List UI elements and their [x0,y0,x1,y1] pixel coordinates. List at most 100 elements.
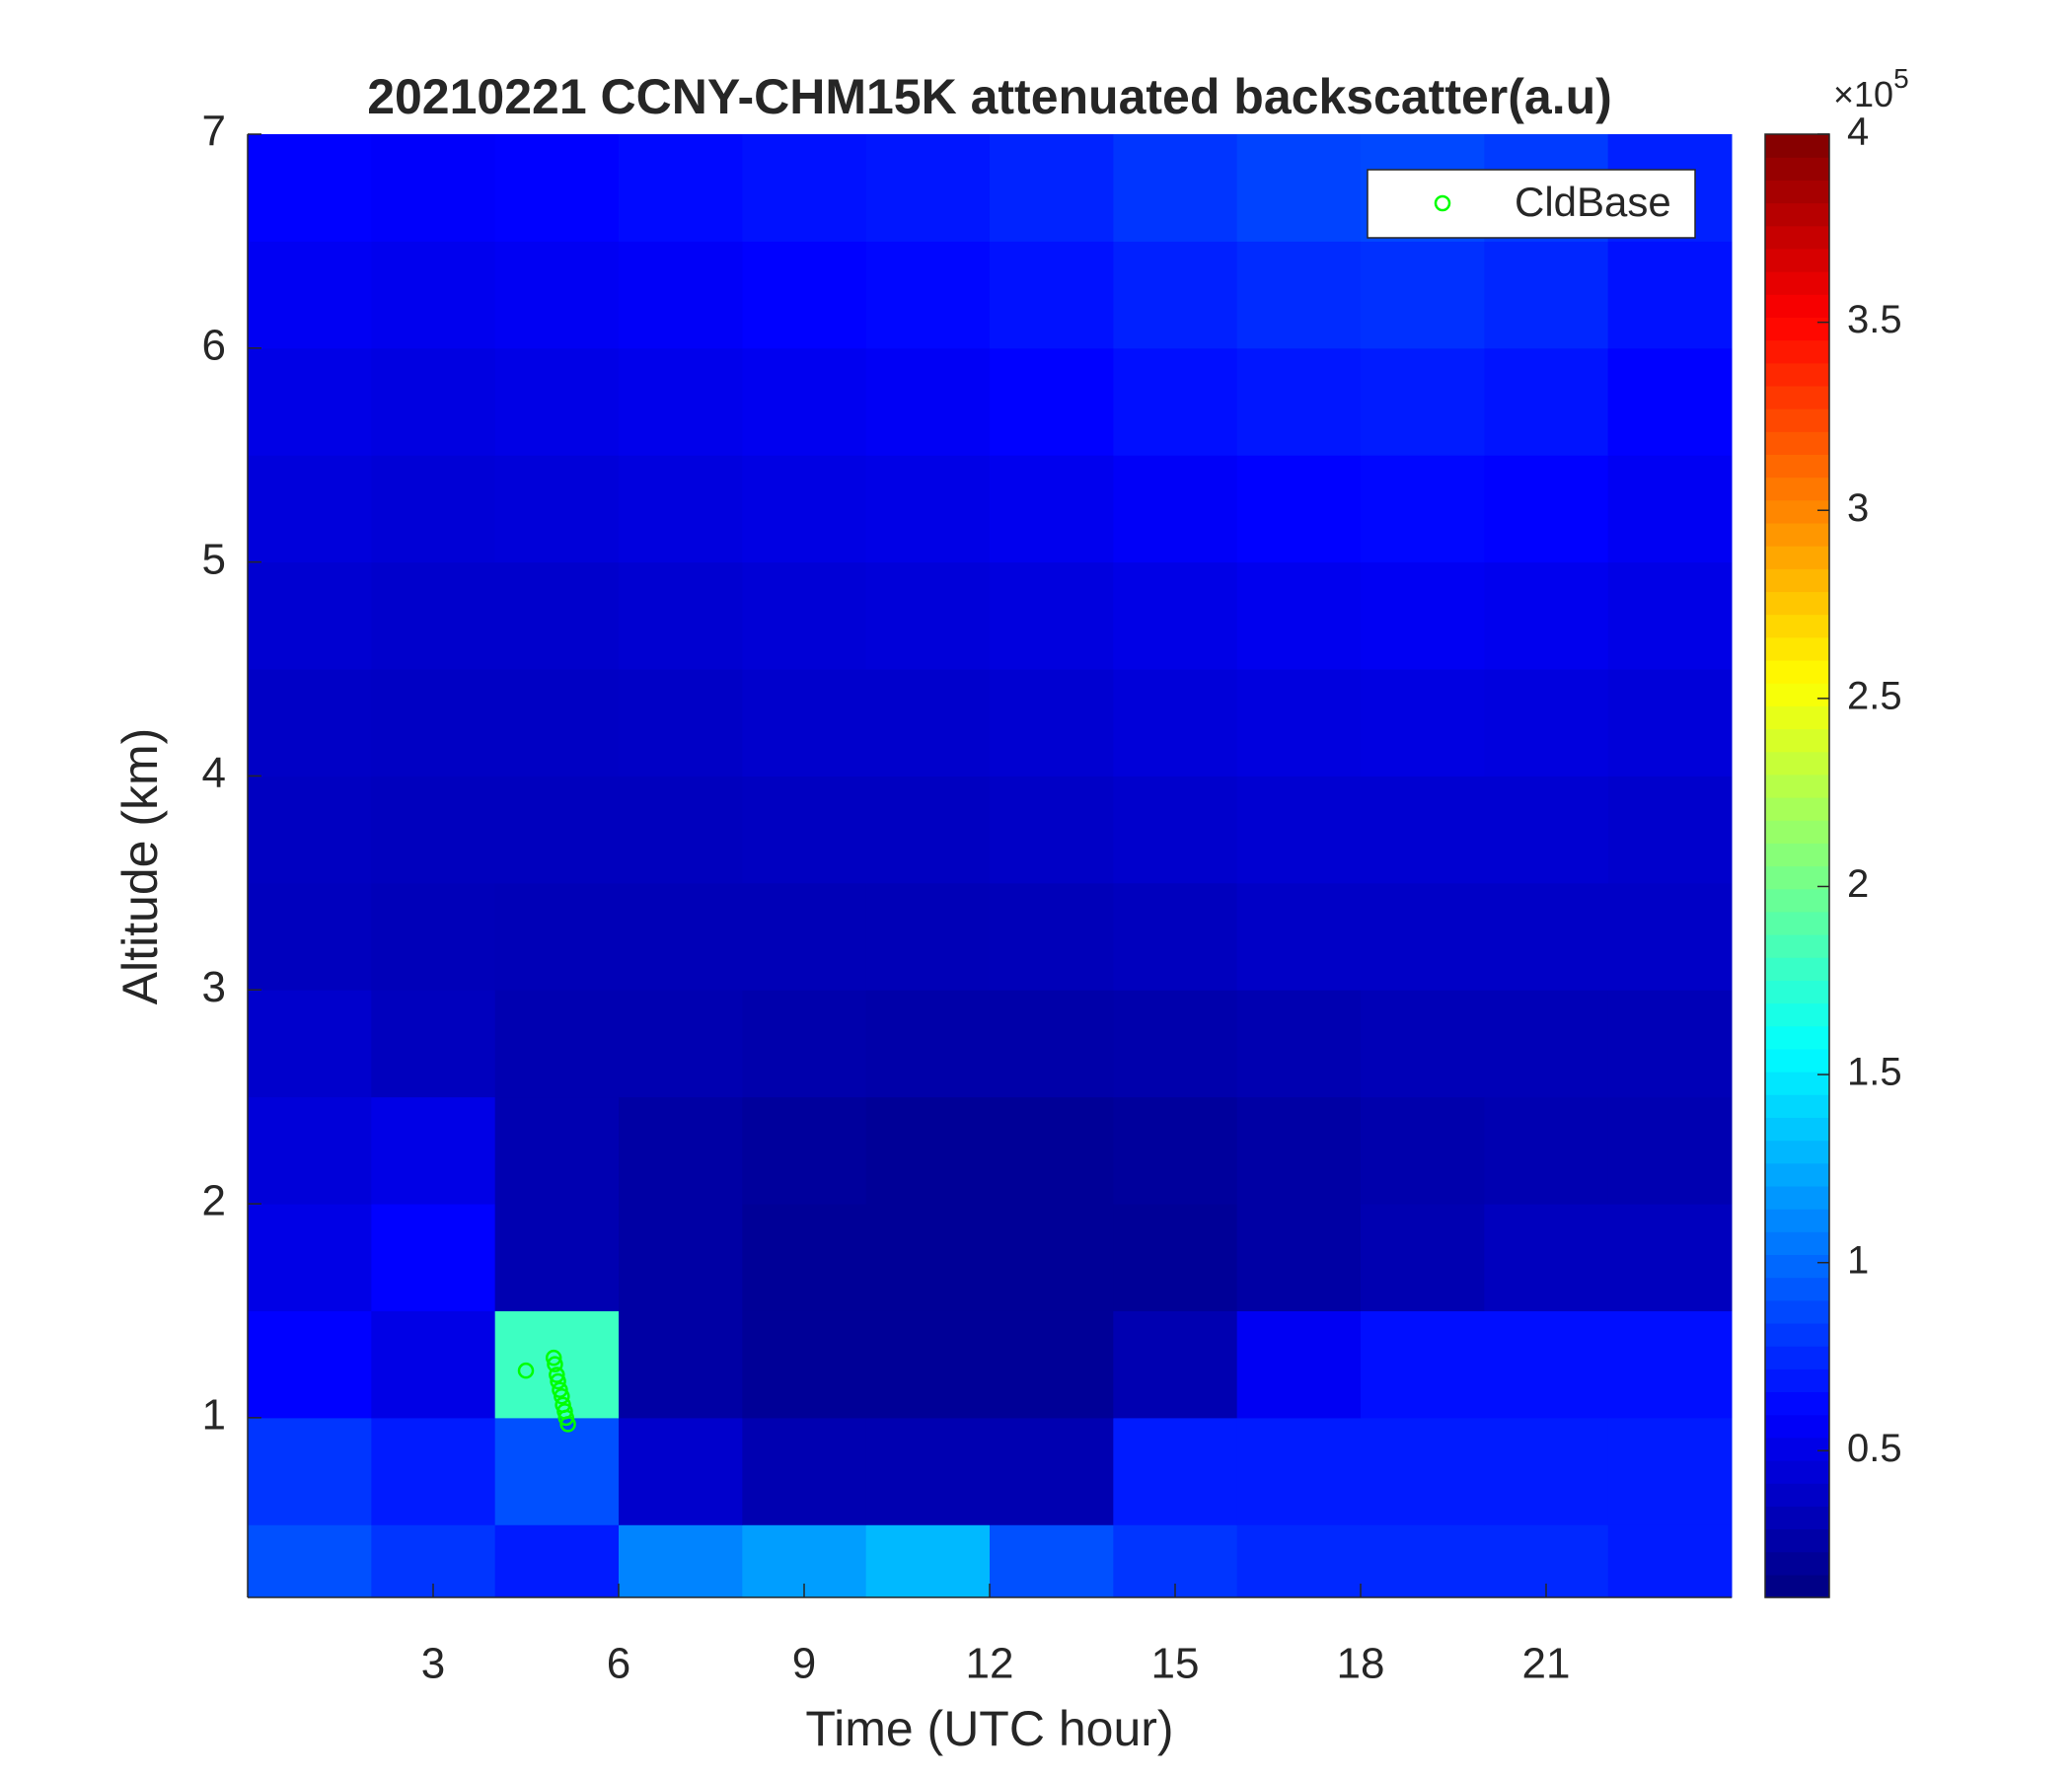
colorbar-segment [1765,796,1829,821]
heatmap-cell [619,1524,743,1598]
colorbar-segment [1765,1117,1829,1142]
colorbar-segment [1765,659,1829,684]
colorbar-segment [1765,134,1829,158]
heatmap-cell [619,134,743,242]
colorbar-segment [1765,225,1829,250]
heatmap-cell [1113,1096,1238,1205]
colorbar-segment [1765,499,1829,524]
colorbar-segment [1765,1369,1829,1393]
heatmap-cell [1607,776,1733,884]
heatmap-cell [1113,561,1238,670]
heatmap-cell [248,1524,372,1598]
heatmap-cell [865,882,991,991]
heatmap-cell [1361,990,1485,1098]
heatmap-cell [742,1096,867,1205]
heatmap-cell [494,776,620,884]
heatmap-cell [865,1524,991,1598]
heatmap-cell [990,134,1114,242]
heatmap-cell [742,990,867,1098]
heatmap-cell [371,1096,496,1205]
heatmap-cell [742,134,867,242]
x-tick-label: 9 [792,1640,816,1688]
y-tick-label: 7 [202,108,226,156]
heatmap-cell [494,1096,620,1205]
heatmap-cell [990,669,1114,777]
colorbar-segment [1765,1528,1829,1553]
cloud-base-point [550,1372,566,1390]
heatmap-cell [1607,1310,1733,1419]
heatmap-cell [1236,669,1362,777]
heatmap-cell [1113,455,1238,563]
colorbar-segment [1765,1574,1829,1598]
colorbar-segment [1765,591,1829,616]
heatmap-cell [371,347,496,456]
heatmap-cell [865,669,991,777]
cloud-base-point [517,1362,535,1379]
heatmap-cell [742,882,867,991]
colorbar-segment [1765,454,1829,479]
heatmap-cell [865,241,991,349]
heatmap-cell [1361,241,1485,349]
colorbar-tick-label: 1.5 [1847,1051,1902,1094]
heatmap-cell [990,882,1114,991]
y-tick-label: 6 [202,321,226,369]
legend-box [1367,169,1696,239]
heatmap-cell [619,1310,743,1419]
colorbar-tick-label: 1 [1847,1238,1869,1282]
chart-title: 20210221 CCNY-CHM15K attenuated backscat… [367,69,1612,124]
heatmap-cell [619,669,743,777]
heatmap-cell [619,347,743,456]
heatmap-cell [494,455,620,563]
heatmap-cell [1113,134,1238,242]
colorbar-segment [1765,431,1829,456]
heatmap-cell [371,882,496,991]
heatmap-cell [742,1417,867,1525]
cloud-base-point [554,1387,570,1405]
heatmap-cell [248,134,372,242]
heatmap-cell [371,1310,496,1419]
heatmap-cell [619,455,743,563]
colorbar-segment [1765,1162,1829,1187]
heatmap-cell [1361,1524,1485,1598]
heatmap-cell [1236,347,1362,456]
colorbar-segment [1765,1072,1829,1095]
colorbar-segment [1765,705,1829,730]
legend-label: CldBase [1515,179,1671,225]
colorbar-segment [1765,614,1829,638]
colorbar-segment [1765,1002,1829,1027]
heatmap-cell [248,1096,372,1205]
cloud-base-point [552,1381,568,1398]
heatmap-cell [865,455,991,563]
heatmap-cell [1484,1204,1609,1311]
heatmap-cell [1236,455,1362,563]
heatmap-cell [248,1204,372,1311]
heatmap-cell [1113,882,1238,991]
colorbar-segment [1765,1185,1829,1210]
heatmap-cell [990,561,1114,670]
heatmap-cell [1361,1417,1485,1525]
heatmap-cell [1484,1096,1609,1205]
heatmap-cell [742,1310,867,1419]
colorbar-segment [1765,1414,1829,1439]
colorbar-tick-label: 4 [1847,111,1869,154]
heatmap-cell [248,990,372,1098]
colorbar-segment [1765,339,1829,364]
heatmap-cell [619,990,743,1098]
y-tick-label: 3 [202,963,226,1011]
colorbar-segment [1765,157,1829,181]
colorbar-tick-label: 2 [1847,862,1869,906]
heatmap-cell [1361,669,1485,777]
heatmap-cell [248,455,372,563]
heatmap-cell [990,241,1114,349]
heatmap-cell [1361,455,1485,563]
heatmap-cell [1113,1417,1238,1525]
colorbar-segment [1765,683,1829,706]
colorbar-segment [1765,1254,1829,1279]
colorbar-segment [1765,1299,1829,1324]
heatmap-cell [990,347,1114,456]
heatmap-cell [248,776,372,884]
heatmap-cell [371,1417,496,1525]
heatmap-cell [1484,776,1609,884]
heatmap-cell [990,1417,1114,1525]
heatmap-cell [619,1417,743,1525]
